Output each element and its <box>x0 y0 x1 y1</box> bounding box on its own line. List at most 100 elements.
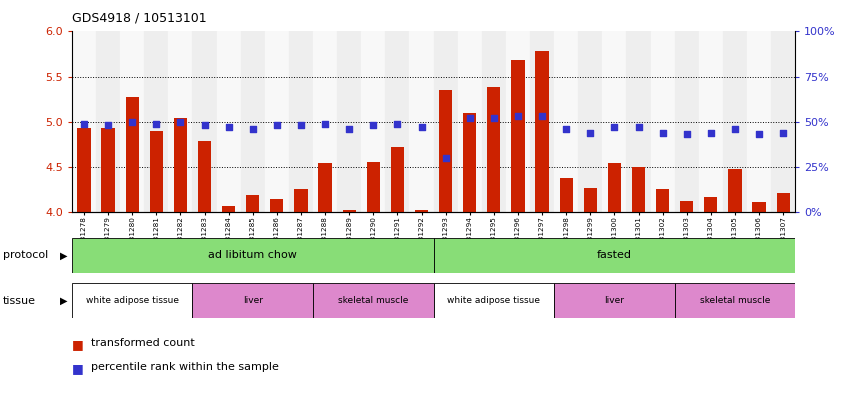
Bar <box>602 31 626 212</box>
Bar <box>77 128 91 212</box>
Bar <box>584 188 597 212</box>
Bar <box>487 88 501 212</box>
Bar <box>439 90 453 212</box>
Text: skeletal muscle: skeletal muscle <box>700 296 770 305</box>
Text: percentile rank within the sample: percentile rank within the sample <box>91 362 278 371</box>
Bar <box>656 189 669 212</box>
Text: ad libitum chow: ad libitum chow <box>208 250 297 261</box>
Point <box>150 121 163 127</box>
Text: ▶: ▶ <box>60 296 68 306</box>
Point <box>198 122 212 129</box>
Bar <box>433 283 554 318</box>
Bar <box>294 189 308 212</box>
Point <box>656 130 669 136</box>
Bar <box>651 31 674 212</box>
Point <box>728 126 742 132</box>
Bar <box>96 31 120 212</box>
Point <box>777 130 790 136</box>
Point <box>318 121 332 127</box>
Point <box>511 113 525 119</box>
Bar <box>150 131 163 212</box>
Point <box>752 131 766 138</box>
Point <box>632 124 645 130</box>
Bar <box>674 283 795 318</box>
Bar <box>313 31 337 212</box>
Bar <box>554 283 674 318</box>
Bar <box>728 169 742 212</box>
Bar <box>578 31 602 212</box>
Bar <box>506 31 530 212</box>
Bar <box>385 31 409 212</box>
Bar <box>192 31 217 212</box>
Bar <box>674 31 699 212</box>
Bar <box>217 31 240 212</box>
Bar <box>288 31 313 212</box>
Bar <box>699 31 722 212</box>
Bar <box>125 97 139 212</box>
Point <box>463 115 476 121</box>
Bar <box>270 198 283 212</box>
Point <box>77 121 91 127</box>
Bar <box>168 31 192 212</box>
Bar <box>536 51 549 212</box>
Point <box>102 122 115 129</box>
Point <box>222 124 235 130</box>
Bar <box>144 31 168 212</box>
Bar <box>607 163 621 212</box>
Text: skeletal muscle: skeletal muscle <box>338 296 409 305</box>
Bar <box>559 178 573 212</box>
Bar <box>722 31 747 212</box>
Bar <box>415 210 428 212</box>
Bar <box>747 31 771 212</box>
Bar <box>222 206 235 212</box>
Bar <box>343 210 356 212</box>
Bar <box>433 238 795 273</box>
Bar <box>246 195 260 212</box>
Text: transformed count: transformed count <box>91 338 195 348</box>
Bar <box>632 167 645 212</box>
Point <box>391 121 404 127</box>
Point <box>415 124 428 130</box>
Bar <box>337 31 361 212</box>
Point <box>246 126 260 132</box>
Point <box>584 130 597 136</box>
Bar <box>704 197 717 212</box>
Bar <box>463 113 476 212</box>
Bar <box>530 31 554 212</box>
Text: tissue: tissue <box>3 296 36 306</box>
Point <box>680 131 694 138</box>
Bar <box>173 118 187 212</box>
Bar <box>409 31 433 212</box>
Bar <box>771 31 795 212</box>
Text: liver: liver <box>604 296 624 305</box>
Text: fasted: fasted <box>597 250 632 261</box>
Point <box>125 119 139 125</box>
Bar <box>120 31 144 212</box>
Bar <box>72 31 96 212</box>
Bar <box>777 193 790 212</box>
Bar <box>313 283 433 318</box>
Bar <box>72 283 192 318</box>
Text: ▶: ▶ <box>60 250 68 261</box>
Bar <box>102 128 115 212</box>
Bar <box>680 201 694 212</box>
Bar <box>752 202 766 212</box>
Point <box>704 130 717 136</box>
Bar <box>554 31 578 212</box>
Bar <box>433 31 458 212</box>
Bar <box>481 31 506 212</box>
Bar <box>198 141 212 212</box>
Point <box>439 155 453 161</box>
Text: protocol: protocol <box>3 250 47 261</box>
Bar <box>626 31 651 212</box>
Point <box>366 122 380 129</box>
Point <box>559 126 573 132</box>
Bar <box>458 31 481 212</box>
Bar <box>366 162 380 212</box>
Text: ■: ■ <box>72 362 84 375</box>
Bar <box>192 283 313 318</box>
Bar <box>265 31 288 212</box>
Bar <box>361 31 385 212</box>
Text: ■: ■ <box>72 338 84 351</box>
Point <box>173 119 187 125</box>
